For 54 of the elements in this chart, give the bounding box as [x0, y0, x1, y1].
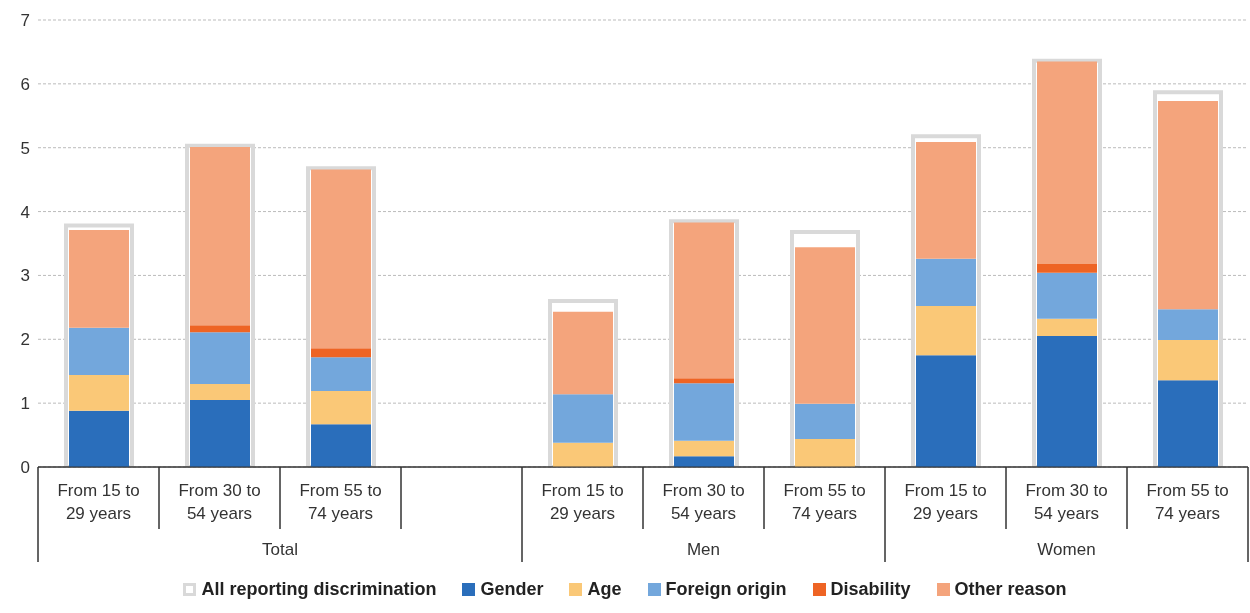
bar	[311, 424, 371, 467]
x-tick-label: From 55 to 74 years	[1146, 481, 1229, 523]
text: Women	[1037, 540, 1096, 559]
y-tick-label: 5	[20, 138, 30, 158]
bar	[1037, 272, 1097, 319]
bar	[674, 440, 734, 457]
y-tick-label: 1	[20, 394, 30, 414]
y-tick-label: 4	[20, 202, 30, 222]
bar	[1037, 318, 1097, 337]
bar	[916, 306, 976, 356]
bar	[553, 394, 613, 443]
x-tick-label: From 15 to 29 years	[904, 481, 987, 523]
bar	[69, 327, 129, 376]
bar	[311, 348, 371, 358]
bar	[674, 378, 734, 384]
bar	[311, 357, 371, 392]
x-tick-label: From 30 to 54 years	[662, 481, 745, 523]
legend-label: Gender	[480, 579, 544, 600]
bar	[674, 383, 734, 441]
x-tick-label: From 15 to 29 years	[541, 481, 624, 523]
bar	[553, 442, 613, 467]
legend-label: Foreign origin	[665, 579, 787, 600]
bar	[190, 383, 250, 400]
x-tick-label: From 55 to 74 years	[299, 481, 382, 523]
legend-label: All reporting discrimination	[201, 579, 437, 600]
legend-label: Age	[587, 579, 622, 600]
legend-label: Disability	[830, 579, 911, 600]
bar	[69, 375, 129, 411]
x-tick-label: From 30 to 54 years	[178, 481, 261, 523]
y-tick-label: 2	[20, 330, 30, 350]
bar	[1158, 339, 1218, 381]
bar	[311, 391, 371, 425]
x-tick-label: From 15 to 29 years	[57, 481, 140, 523]
bar	[190, 332, 250, 384]
bar	[795, 438, 855, 467]
bar	[190, 325, 250, 333]
bar	[674, 456, 734, 467]
y-tick-label: 0	[20, 458, 30, 478]
y-tick-label: 6	[20, 74, 30, 94]
y-tick-label: 3	[20, 266, 30, 286]
legend-label: Other reason	[954, 579, 1067, 600]
text: Total	[262, 540, 298, 559]
bar	[1037, 336, 1097, 467]
bar	[1158, 309, 1218, 340]
bar	[1037, 263, 1097, 273]
bar	[1158, 380, 1218, 467]
bar	[69, 410, 129, 467]
x-tick-label: From 55 to 74 years	[783, 481, 866, 523]
bar	[795, 403, 855, 439]
bar	[916, 258, 976, 307]
text: Men	[686, 540, 721, 559]
x-tick-label: From 30 to 54 years	[1025, 481, 1108, 523]
bar	[190, 399, 250, 467]
y-tick-label: 7	[20, 11, 30, 31]
